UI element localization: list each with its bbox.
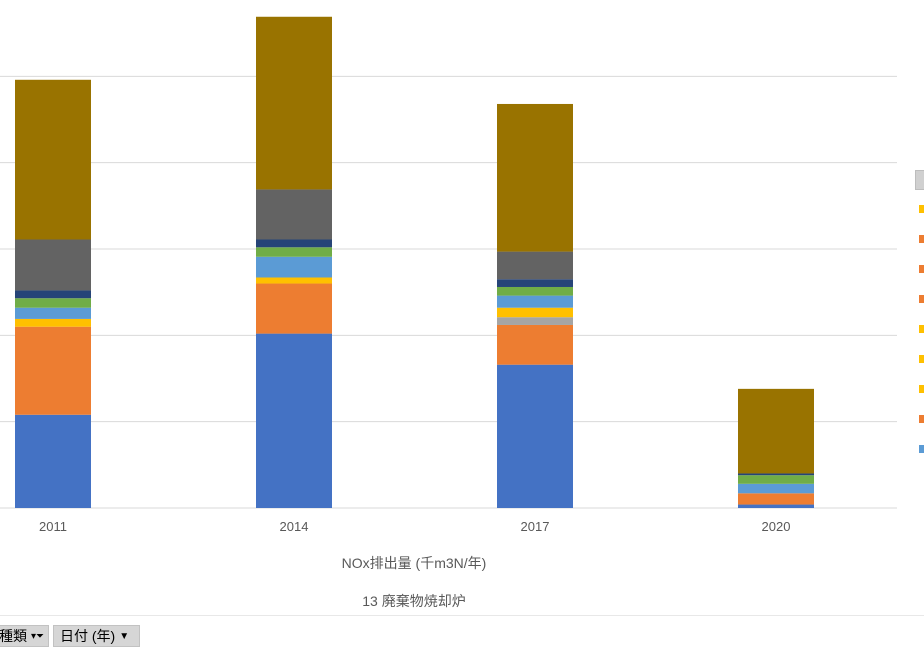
bar-segment-2020-s5[interactable] [738,483,814,494]
bar-segment-2017-s5[interactable] [497,295,573,308]
bar-segment-2011-s1[interactable] [15,414,91,508]
legend-swatch-9 [919,445,924,453]
bar-segment-2017-s9[interactable] [497,103,573,252]
x-tick-label-2017: 2017 [520,519,550,534]
bar-segment-2011-s8[interactable] [15,239,91,291]
bar-segment-2020-s2[interactable] [738,493,814,505]
bar-segment-2014-s7[interactable] [256,239,332,248]
bar-segment-2011-s7[interactable] [15,290,91,299]
bar-segment-2014-s8[interactable] [256,189,332,240]
bar-segment-2011-s9[interactable] [15,79,91,240]
bar-segment-2017-s6[interactable] [497,286,573,296]
bar-segment-2017-s1[interactable] [497,364,573,508]
legend-panel [897,0,924,615]
bar-segment-2014-s4[interactable] [256,277,332,284]
bar-segment-2020-s7[interactable] [738,473,814,476]
chart-area: 2011 2014 2017 2020 NOx排出量 (千m3N/年) 13 廃棄物焼… [0,0,898,615]
bar-segment-2017-s8[interactable] [497,251,573,280]
bar-segment-2011-s6[interactable] [15,298,91,308]
bar-segment-2011-s2[interactable] [15,326,91,415]
bar-segment-2011-s5[interactable] [15,307,91,319]
legend-swatch-1 [919,205,924,213]
axis-category-label: 13 廃棄物焼却炉 [362,593,466,609]
bar-segment-2020-s1[interactable] [738,504,814,508]
chevron-down-icon: ▼ [119,631,130,643]
x-tick-label-2014: 2014 [279,519,309,534]
legend-swatch-5 [919,325,924,333]
legend-swatch-6 [919,355,924,363]
legend-swatch-4 [919,295,924,303]
bar-segment-2017-s3[interactable] [497,317,573,325]
bar-segment-2020-s9[interactable] [738,388,814,474]
legend-scroll-handle[interactable] [915,170,924,190]
legend-swatch-3 [919,265,924,273]
field-date-label: 日付 (年) [60,628,116,644]
bar-segment-2014-s2[interactable] [256,283,332,334]
field-type-label: 種類 [0,628,27,644]
bar-segment-2020-s6[interactable] [738,475,814,484]
bar-segment-2014-s9[interactable] [256,16,332,190]
field-button-date[interactable]: 日付 (年) ▼ [53,625,140,647]
bar-segment-2011-s4[interactable] [15,318,91,327]
x-axis-title: NOx排出量 (千m3N/年) [341,555,487,571]
bar-segment-2017-s7[interactable] [497,279,573,287]
field-button-type[interactable]: 種類 ▾⏷ [0,625,49,647]
bar-segment-2014-s1[interactable] [256,333,332,508]
bar-segment-2017-s2[interactable] [497,324,573,365]
filter-dropdown-icon: ▾⏷ [31,631,45,643]
x-tick-label-2020: 2020 [761,519,791,534]
bar-segment-2014-s5[interactable] [256,256,332,278]
x-tick-label-2011: 2011 [39,519,67,534]
pivot-field-bar: 種類 ▾⏷ 日付 (年) ▼ [0,615,924,661]
legend-swatch-8 [919,415,924,423]
bar-segment-2014-s6[interactable] [256,247,332,257]
bar-segment-2017-s4[interactable] [497,307,573,318]
plot-area [0,16,897,509]
legend-swatch-7 [919,385,924,393]
legend-swatch-2 [919,235,924,243]
